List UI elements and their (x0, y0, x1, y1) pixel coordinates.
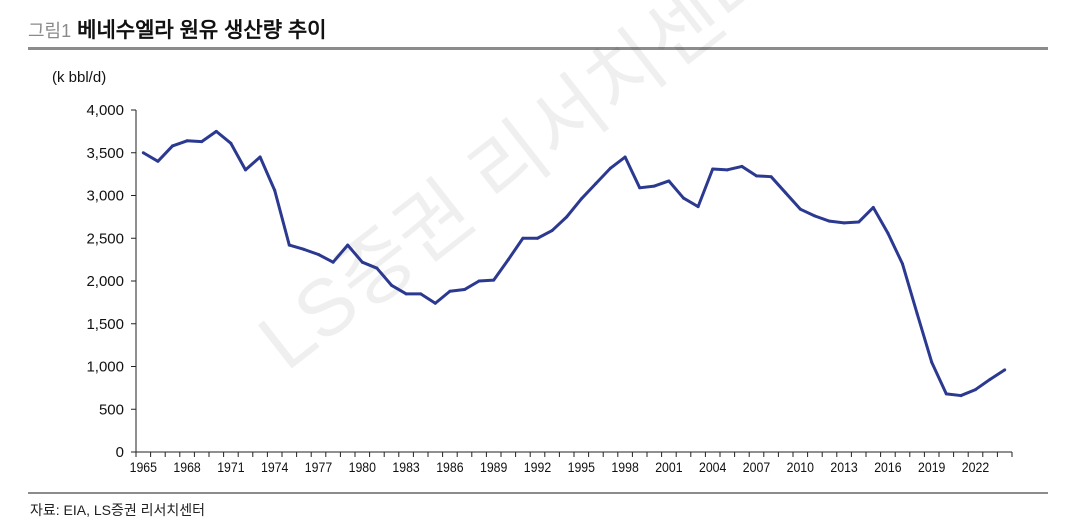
data-point (857, 220, 861, 224)
data-point (229, 141, 233, 145)
data-point (273, 188, 277, 192)
y-tick-label: 3,000 (86, 188, 124, 205)
data-point (842, 221, 846, 225)
data-point (623, 155, 627, 159)
data-point (536, 236, 539, 240)
x-tick-label: 1989 (480, 459, 507, 475)
x-tick-label: 2019 (918, 459, 945, 475)
data-point (652, 184, 656, 188)
x-tick-label: 2007 (743, 459, 770, 475)
y-tick-label: 3,500 (86, 145, 124, 162)
data-point (711, 167, 715, 171)
data-point (638, 186, 642, 190)
data-point (156, 159, 160, 163)
figure-title: 그림1 베네수엘라 원유 생산량 추이 (28, 14, 326, 44)
data-point (667, 179, 671, 183)
y-tick-label: 500 (99, 401, 124, 418)
x-tick-label: 2004 (699, 459, 726, 475)
y-axis-label: (k bbl/d) (52, 69, 106, 86)
data-point (944, 392, 948, 396)
data-point (200, 140, 204, 144)
y-tick-label: 2,000 (86, 273, 124, 290)
data-point (448, 289, 452, 293)
data-point (886, 231, 890, 235)
data-point (725, 168, 729, 172)
x-tick-label: 1998 (611, 459, 638, 475)
data-point (331, 260, 335, 264)
x-tick-label: 2016 (874, 459, 901, 475)
series-line (142, 129, 1006, 398)
data-point (740, 164, 744, 168)
data-point (317, 252, 320, 256)
x-tick-label: 1971 (217, 459, 244, 475)
data-point (477, 279, 481, 283)
data-point (755, 174, 758, 178)
data-point (813, 214, 817, 218)
data-point (930, 360, 934, 364)
data-point (492, 278, 496, 282)
data-point (433, 301, 437, 305)
data-point (594, 182, 598, 186)
data-point (784, 191, 788, 195)
data-point (258, 155, 262, 159)
figure-title-text: 베네수엘라 원유 생산량 추이 (77, 19, 327, 42)
data-point (915, 311, 919, 315)
data-point (521, 236, 525, 240)
data-point (550, 229, 554, 233)
x-tick-label: 1986 (436, 459, 463, 475)
x-tick-label: 1992 (524, 459, 551, 475)
data-point (959, 394, 963, 398)
data-point (828, 219, 831, 223)
data-point (360, 260, 364, 264)
data-point (901, 262, 904, 266)
data-point (419, 292, 423, 296)
x-tick-label: 1965 (130, 459, 157, 475)
data-point (375, 266, 379, 270)
top-rule (28, 47, 1048, 50)
y-tick-label: 1,500 (86, 316, 124, 333)
data-point (141, 151, 145, 155)
x-tick-label: 1968 (173, 459, 200, 475)
figure-label: 그림1 (28, 21, 72, 41)
data-point (346, 243, 350, 247)
bottom-rule (28, 492, 1048, 494)
data-point (609, 166, 612, 170)
y-tick-label: 4,000 (86, 102, 124, 119)
data-point (579, 197, 583, 201)
data-point (463, 288, 466, 292)
data-point (287, 243, 291, 247)
x-tick-label: 1977 (305, 459, 332, 475)
y-tick-label: 1,000 (86, 359, 124, 376)
source-note: 자료: EIA, LS증권 리서치센터 (30, 502, 206, 518)
data-point (565, 215, 569, 219)
data-point (302, 247, 306, 251)
data-point (171, 144, 174, 148)
data-point (185, 139, 189, 143)
data-point (769, 175, 773, 179)
x-tick-label: 2010 (787, 459, 814, 475)
data-point (696, 205, 700, 209)
x-tick-label: 1995 (568, 459, 595, 475)
data-point (871, 205, 875, 209)
data-point (214, 129, 218, 133)
data-point (798, 207, 802, 211)
y-tick-label: 2,500 (86, 230, 124, 247)
data-point (244, 168, 247, 172)
x-tick-label: 1983 (392, 459, 419, 475)
data-point (404, 292, 408, 296)
x-tick-label: 2013 (830, 459, 857, 475)
y-tick-label: 0 (116, 444, 124, 461)
data-point (988, 377, 992, 381)
data-point (974, 388, 977, 392)
data-point (682, 196, 685, 200)
x-tick-label: 1980 (349, 459, 376, 475)
data-point (1003, 368, 1007, 372)
data-point (390, 283, 393, 287)
x-tick-label: 2022 (962, 459, 989, 475)
data-point (506, 258, 510, 262)
x-tick-label: 2001 (655, 459, 682, 475)
x-tick-label: 1974 (261, 459, 288, 475)
